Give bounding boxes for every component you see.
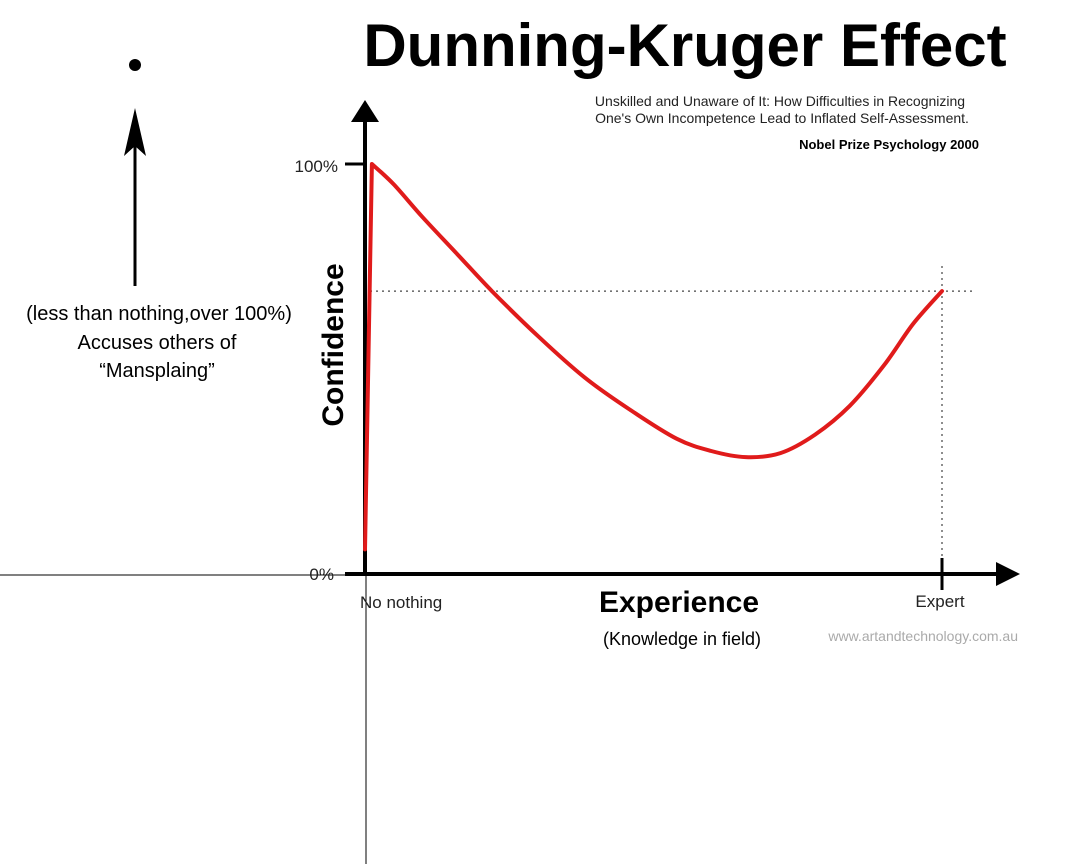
y-axis-arrowhead	[351, 100, 379, 122]
x-axis-subtitle: (Knowledge in field)	[603, 629, 761, 649]
watermark: www.artandtechnology.com.au	[827, 628, 1018, 644]
chart-subtitle-line-2: One's Own Incompetence Lead to Inflated …	[595, 110, 969, 126]
annotation-arrowhead	[124, 108, 146, 156]
annotation-dot	[129, 59, 141, 71]
chart-subtitle-line-1: Unskilled and Unaware of It: How Difficu…	[595, 93, 965, 109]
x-axis-arrowhead	[996, 562, 1020, 586]
x-tick-label-expert: Expert	[915, 592, 964, 611]
x-tick-label-no-nothing: No nothing	[360, 593, 442, 612]
chart-title: Dunning-Kruger Effect	[363, 12, 1006, 79]
chart-credit: Nobel Prize Psychology 2000	[799, 137, 979, 152]
confidence-curve	[363, 162, 944, 552]
y-tick-label-0: 0%	[309, 565, 334, 584]
y-axis-title: Confidence	[317, 263, 350, 426]
annotation-line-2: Accuses others of	[78, 332, 237, 354]
annotation-line-1: (less than nothing,over 100%)	[26, 303, 292, 325]
x-axis-title: Experience	[599, 586, 759, 619]
annotation-line-3: “Mansplaing”	[99, 360, 215, 382]
y-tick-label-100: 100%	[295, 157, 338, 176]
